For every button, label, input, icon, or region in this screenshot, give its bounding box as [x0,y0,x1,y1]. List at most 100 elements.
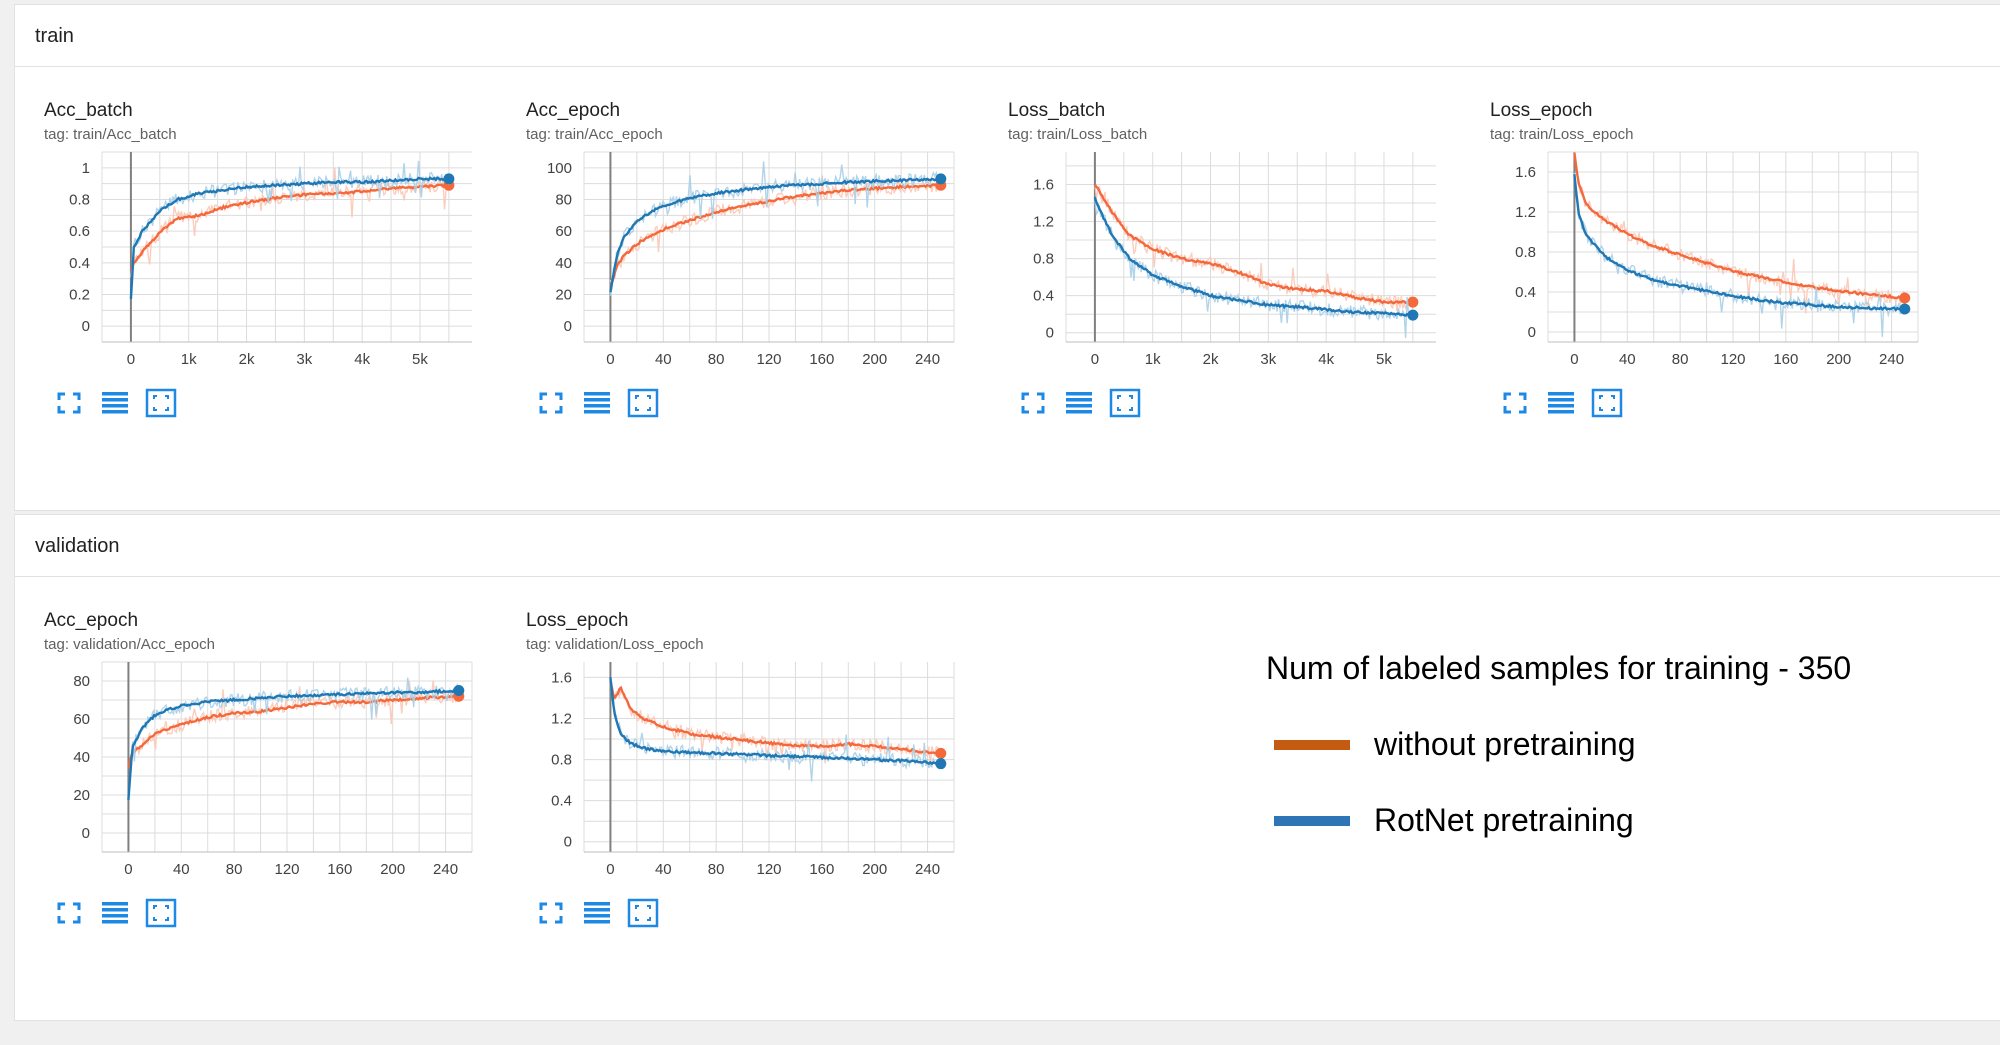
x-tick-label: 120 [1720,351,1745,368]
series-end-point-without_pretraining[interactable] [935,747,947,759]
x-tick-label: 120 [756,861,781,878]
data-list-icon [102,902,128,924]
series-line-rotnet_pretraining[interactable] [129,176,449,300]
series-line-rotnet_pretraining[interactable] [609,176,942,293]
x-tick-label: 2k [1203,351,1219,368]
y-tick-label: 0.8 [551,752,572,769]
y-tick-label: 1.6 [1515,164,1536,181]
y-tick-label: 100 [547,160,572,177]
fit-domain-button[interactable] [144,386,178,420]
expand-button[interactable] [1016,386,1050,420]
x-tick-label: 200 [862,351,887,368]
y-tick-label: 0.2 [69,287,90,304]
series-end-point-rotnet_pretraining[interactable] [935,173,947,185]
data-list-button[interactable] [98,386,132,420]
y-tick-label: 60 [555,223,572,240]
data-list-icon [1548,392,1574,414]
legend-label: without pretraining [1374,726,1636,762]
expand-button[interactable] [534,896,568,930]
chart-plot[interactable]: 0 40 80 120 160 200 240 0 0.4 0.8 1.2 1.6 [1460,144,1930,382]
series-end-point-rotnet_pretraining[interactable] [453,685,465,696]
y-tick-label: 20 [73,787,90,804]
x-tick-label: 0 [124,861,132,878]
series-line-without_pretraining[interactable] [1573,152,1906,300]
chart-plot[interactable]: 0 40 80 120 160 200 240 0 20 40 60 80 [14,654,484,892]
y-tick-label: 0 [564,834,572,851]
legend-title: Num of labeled samples for training - 35… [1266,650,1852,686]
data-list-icon [584,392,610,414]
series-line-rotnet_pretraining[interactable] [1093,196,1414,318]
x-tick-label: 1k [181,351,197,368]
x-tick-label: 120 [756,351,781,368]
expand-button[interactable] [1498,386,1532,420]
series-end-point-without_pretraining[interactable] [1899,292,1911,304]
grid [583,662,955,852]
legend-swatch [1274,816,1350,826]
chart-title: Loss_epoch [526,610,629,631]
chart-card-train-loss-batch: Loss_batch tag: train/Loss_batch 0 1k 2k 3k 4k… [978,74,1448,454]
data-list-button[interactable] [1062,386,1096,420]
chart-plot[interactable]: 0 40 80 120 160 200 240 0 20 40 60 80 100 [496,144,966,382]
y-tick-label: 60 [73,711,90,728]
fit-domain-button[interactable] [1590,386,1624,420]
fit-domain-button[interactable] [626,896,660,930]
expand-button[interactable] [52,896,86,930]
chart-title: Acc_batch [44,100,133,121]
series-raw-rotnet_pretraining [609,683,942,782]
chart-card-train-loss-epoch: Loss_epoch tag: train/Loss_epoch 0 40 80 120 1… [1460,74,1930,454]
train-section-header[interactable]: train [15,5,2000,67]
y-tick-label: 0 [82,825,90,842]
series-line-without_pretraining[interactable] [127,694,460,768]
y-tick-label: 0 [82,318,90,335]
chart-title: Loss_batch [1008,100,1106,121]
x-tick-label: 1k [1145,351,1161,368]
series-end-point-rotnet_pretraining[interactable] [1407,309,1419,321]
y-tick-label: 1.2 [551,710,572,727]
series-line-rotnet_pretraining[interactable] [127,687,460,800]
y-tick-label: 1.6 [1033,176,1054,193]
x-tick-label: 120 [274,861,299,878]
chart-tag: tag: validation/Acc_epoch [44,636,215,653]
chart-plot[interactable]: 0 1k 2k 3k 4k 5k 0 0.4 0.8 1.2 1.6 [978,144,1448,382]
series-end-point-without_pretraining[interactable] [1407,296,1419,308]
fit-domain-button[interactable] [626,386,660,420]
series-line-without_pretraining[interactable] [609,681,942,756]
data-list-icon [584,902,610,924]
x-tick-label: 80 [226,861,243,878]
data-list-button[interactable] [580,896,614,930]
chart-plot[interactable]: 0 40 80 120 160 200 240 0 0.4 0.8 1.2 1.6 [496,654,966,892]
expand-button[interactable] [534,386,568,420]
expand-icon [1021,392,1045,414]
chart-title: Loss_epoch [1490,100,1593,121]
y-tick-label: 1.2 [1033,214,1054,231]
series-line-without_pretraining[interactable] [129,183,450,271]
chart-plot[interactable]: 0 1k 2k 3k 4k 5k 0 0.2 0.4 0.6 0.8 1 [14,144,484,382]
expand-button[interactable] [52,386,86,420]
x-tick-label: 4k [1318,351,1334,368]
data-list-button[interactable] [580,386,614,420]
x-tick-label: 240 [433,861,458,878]
section-title: validation [35,535,120,557]
fit-domain-icon [1109,388,1141,418]
validation-section-header[interactable]: validation [15,515,2000,577]
x-tick-label: 0 [606,351,614,368]
y-tick-label: 0.6 [69,223,90,240]
series-end-point-rotnet_pretraining[interactable] [935,758,947,770]
x-tick-label: 160 [1773,351,1798,368]
chart-card-train-acc-batch: Acc_batch tag: train/Acc_batch 0 1k 2k 3k 4k 5k… [14,74,484,454]
series-line-rotnet_pretraining[interactable] [1573,174,1905,312]
fit-domain-button[interactable] [1108,386,1142,420]
series-line-rotnet_pretraining[interactable] [609,677,942,766]
chart-title: Acc_epoch [526,100,621,121]
x-tick-label: 0 [1570,351,1578,368]
series-end-point-rotnet_pretraining[interactable] [443,173,455,185]
series-end-point-rotnet_pretraining[interactable] [1899,303,1911,315]
x-tick-label: 200 [1826,351,1851,368]
series-line-without_pretraining[interactable] [609,183,942,287]
fit-domain-button[interactable] [144,896,178,930]
data-list-button[interactable] [1544,386,1578,420]
x-tick-label: 240 [915,351,940,368]
chart-tag: tag: train/Acc_epoch [526,126,663,143]
series-line-without_pretraining[interactable] [1093,184,1414,305]
data-list-button[interactable] [98,896,132,930]
